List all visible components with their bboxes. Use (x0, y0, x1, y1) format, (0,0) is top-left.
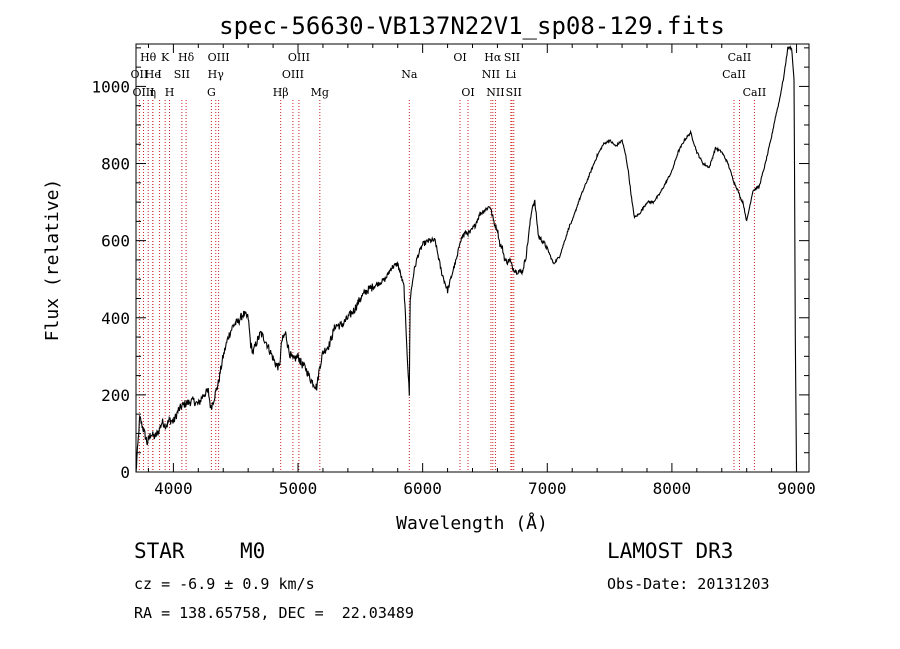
x-tick-label: 4000 (154, 479, 193, 498)
survey-name: LAMOST DR3 (607, 539, 734, 563)
line-marker-label: Li (505, 68, 516, 81)
line-marker-label: SII (504, 51, 520, 64)
line-marker-label: K (161, 51, 170, 64)
line-marker-label: OIII (282, 68, 304, 81)
line-marker-label: OI (453, 51, 466, 64)
x-tick-label: 8000 (653, 479, 692, 498)
y-axis-label: Flux (relative) (42, 179, 63, 342)
line-marker-label: OII (131, 68, 149, 81)
line-marker-label: I (157, 68, 161, 81)
line-marker-label: Hδ (178, 51, 195, 64)
spectral-subclass: M0 (240, 539, 266, 563)
line-marker-label: G (207, 86, 216, 99)
y-tick-label: 800 (101, 155, 130, 174)
y-tick-label: 400 (101, 309, 130, 328)
line-marker-label: OI (461, 86, 474, 99)
line-marker-label: η (150, 86, 157, 99)
line-marker-label: CaII (722, 68, 746, 81)
line-marker-label: He (145, 68, 161, 81)
coordinates: RA = 138.65758, DEC = 22.03489 (134, 604, 414, 622)
object-class: STAR (134, 539, 185, 563)
axis-ticks: 4000 5000 6000 7000 8000 9000 0 200 400 600 800 100… (91, 44, 816, 498)
x-tick-label: 9000 (777, 479, 816, 498)
observation-date: Obs-Date: 20131203 (607, 575, 770, 593)
line-marker-label: CaII (743, 86, 767, 99)
line-marker-label: NII (486, 86, 504, 99)
line-marker-label: Hβ (273, 86, 289, 99)
line-marker-label: OIII (288, 51, 310, 64)
y-tick-label: 200 (101, 386, 130, 405)
y-tick-label: 0 (120, 463, 130, 482)
line-marker-label: OIII (132, 86, 154, 99)
line-marker-label: H (165, 86, 175, 99)
plot-frame (135, 43, 810, 473)
line-marker-label: SII (506, 86, 522, 99)
x-tick-label: 5000 (279, 479, 318, 498)
line-marker-label: Hθ (140, 51, 157, 64)
line-marker-label: Hα (484, 51, 502, 64)
y-tick-label: 1000 (91, 77, 130, 96)
x-tick-label: 7000 (528, 479, 567, 498)
redshift-velocity: cz = -6.9 ± 0.9 km/s (134, 575, 315, 593)
line-marker-label: CaII (728, 51, 752, 64)
spectrum-line (135, 45, 798, 473)
line-marker-label: Hγ (208, 68, 225, 81)
line-marker-label: OIII (208, 51, 230, 64)
x-axis-label: Wavelength (Å) (396, 512, 548, 534)
x-tick-label: 6000 (403, 479, 442, 498)
line-markers: Hθ OII OIII He η KI SII H Hδ OIII Hγ G OIII OIII Hβ Mg N… (131, 51, 767, 472)
line-marker-label: SII (174, 68, 190, 81)
chart-title: spec-56630-VB137N22V1_sp08-129.fits (219, 12, 725, 40)
line-marker-label: NII (482, 68, 500, 81)
y-tick-label: 600 (101, 232, 130, 251)
line-marker-label: Mg (311, 86, 329, 99)
series-layer (135, 45, 798, 473)
line-marker-label: Na (401, 68, 418, 81)
